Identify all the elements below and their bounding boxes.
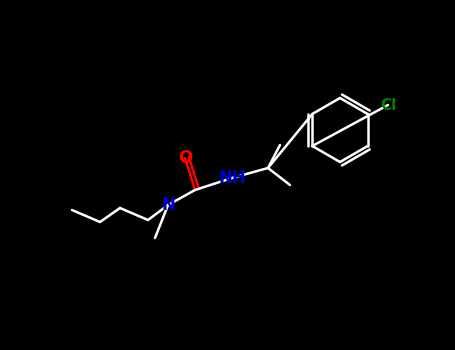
Text: Cl: Cl [380, 98, 396, 112]
Text: NH: NH [218, 169, 246, 187]
Text: N: N [161, 196, 175, 214]
Text: O: O [178, 149, 192, 167]
